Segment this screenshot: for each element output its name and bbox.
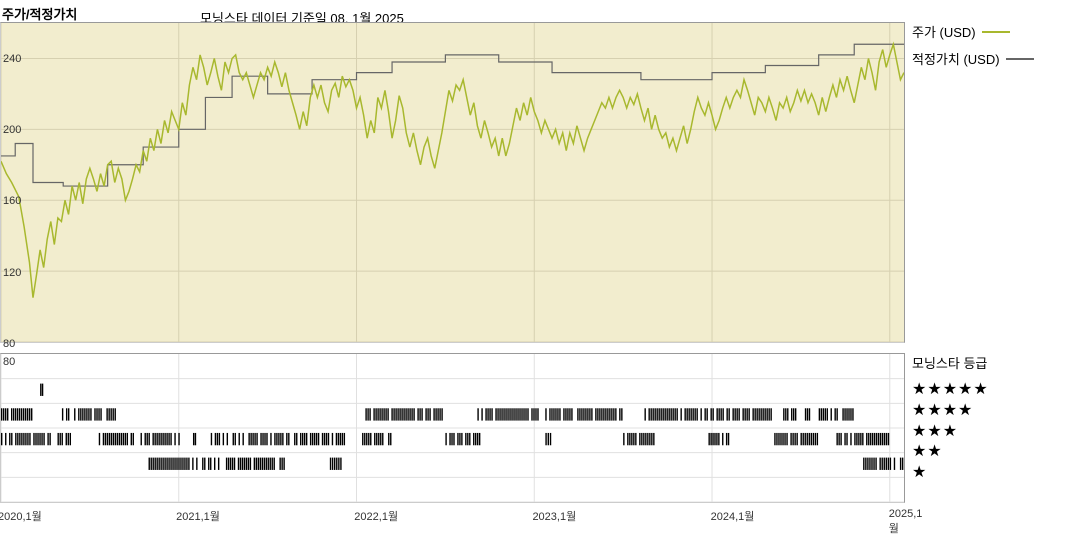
page-title: 주가/적정가치 [2,4,77,23]
legend-label: 적정가치 (USD) [912,49,1000,68]
rating-row-3: ★★★ [912,422,1077,443]
x-tick-label: 2025,1월 [889,508,923,536]
rating-row-1: ★ [912,463,1077,484]
y-tick-label: 80 [3,338,15,350]
rating-y-label: 80 [3,356,15,368]
price-chart: 80120160200240 [0,22,905,343]
chart-legend: 주가 (USD) 적정가치 (USD) [912,22,1077,76]
rating-row-2: ★★ [912,442,1077,463]
rating-legend-title: 모닝스타 등급 [912,353,1077,372]
y-tick-label: 160 [3,195,21,207]
legend-item-price: 주가 (USD) [912,22,1077,41]
chart-canvas [1,23,904,342]
x-axis: 2020,1월2021,1월2022,1월2023,1월2024,1월2025,… [0,506,905,526]
x-tick-label: 2024,1월 [711,508,755,524]
y-tick-label: 200 [3,124,21,136]
legend-swatch [1006,58,1034,60]
legend-label: 주가 (USD) [912,22,976,41]
x-tick-label: 2023,1월 [532,508,576,524]
x-tick-label: 2022,1월 [354,508,398,524]
x-tick-label: 2020,1월 [0,508,42,524]
legend-item-fair: 적정가치 (USD) [912,49,1077,68]
rating-row-4: ★★★★ [912,401,1077,422]
rating-chart: 80 [0,353,905,503]
rating-canvas [1,354,904,502]
y-tick-label: 240 [3,53,21,65]
rating-row-5: ★★★★★ [912,380,1077,401]
rating-legend: 모닝스타 등급 ★★★★★ ★★★★ ★★★ ★★ ★ [912,353,1077,484]
y-tick-label: 120 [3,267,21,279]
legend-swatch [982,31,1010,33]
x-tick-label: 2021,1월 [176,508,220,524]
